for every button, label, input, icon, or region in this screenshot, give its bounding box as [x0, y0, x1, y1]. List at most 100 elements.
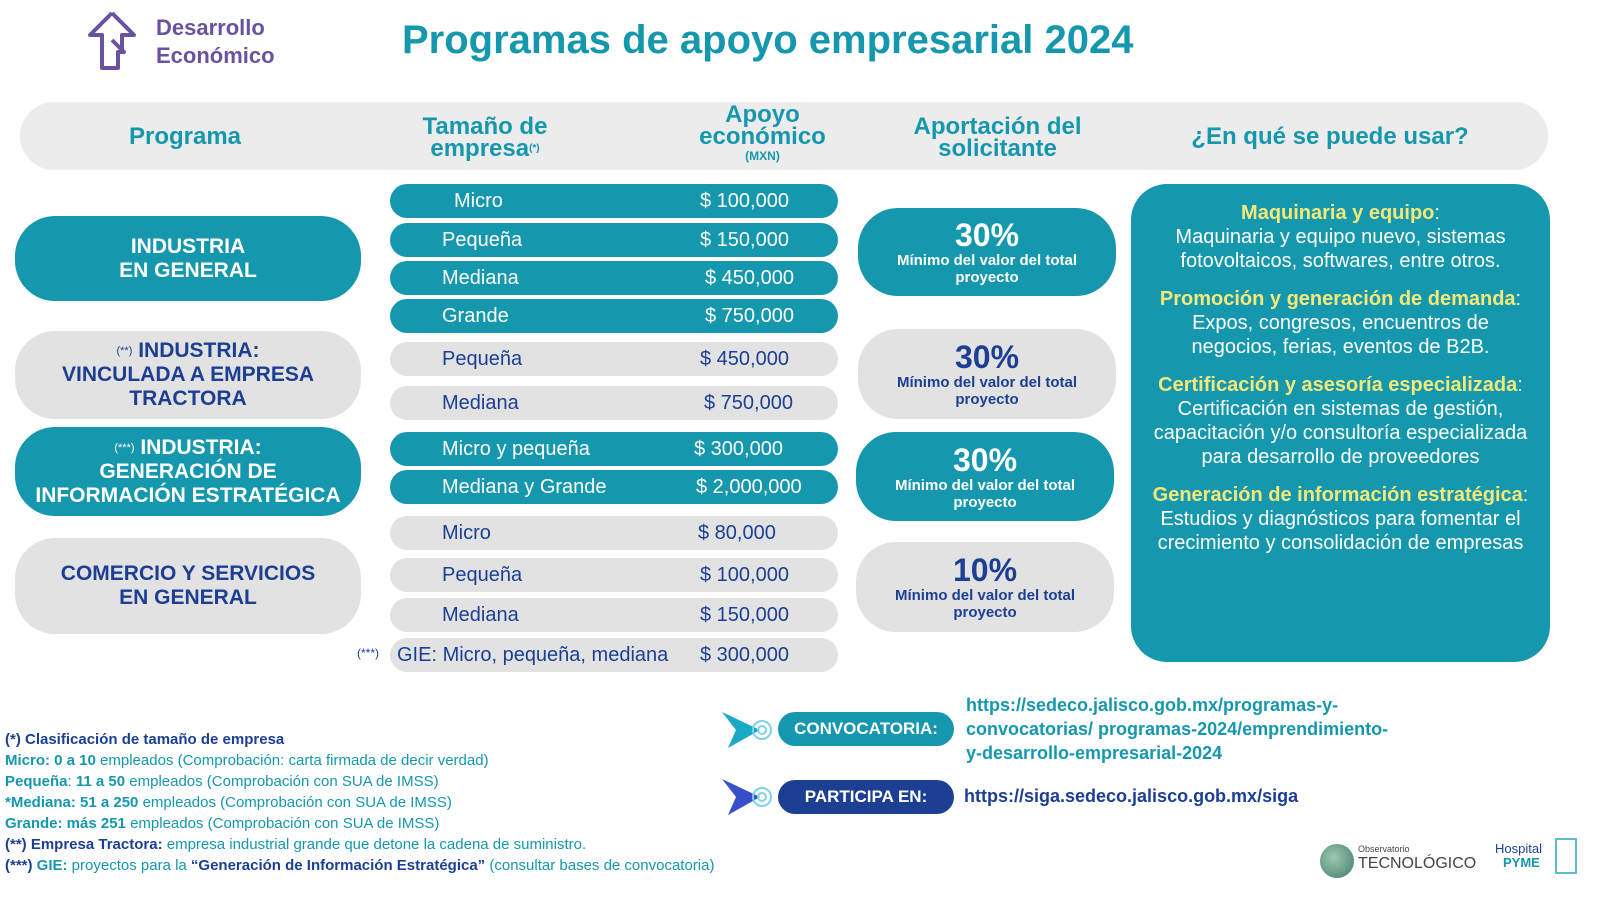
footnote-mediana: *Mediana: 51 a 250 — [5, 794, 139, 811]
building-icon — [1555, 838, 1577, 874]
contribution-percent: 30% — [952, 441, 1018, 478]
link-line[interactable]: y-desarrollo-empresarial-2024 — [966, 743, 1223, 763]
link-line[interactable]: convocatorias/ programas-2024/emprendimi… — [966, 719, 1389, 739]
contribution-text: Mínimo del valor del total — [894, 587, 1076, 604]
program-industria-general: INDUSTRIA EN GENERAL — [15, 216, 361, 301]
row-size: Micro — [442, 522, 491, 544]
footnotes: (*) Clasificación de tamaño de empresa M… — [5, 729, 714, 876]
contribution-pill: 30% Mínimo del valor del total proyecto — [856, 432, 1114, 521]
program-line: GENERACIÓN DE — [99, 459, 277, 483]
support-row: Pequeña $ 450,000 — [390, 342, 838, 376]
row-size: Micro y pequeña — [442, 438, 590, 460]
contribution-text: Mínimo del valor del total — [894, 476, 1076, 494]
row-size: GIE: Micro, pequeña, mediana — [397, 644, 669, 666]
row-size: Mediana y Grande — [442, 476, 607, 498]
logo-line1: Desarrollo — [156, 15, 265, 40]
support-row: Mediana y Grande $ 2,000,000 — [390, 470, 838, 504]
use-title: Generación de información estratégica — [1152, 484, 1523, 506]
support-row: Mediana $ 150,000 — [390, 598, 838, 632]
support-row: Micro $ 80,000 — [390, 516, 838, 550]
footnote-tractora: (**) Empresa Tractora: — [5, 836, 163, 853]
use-text: Maquinaria y equipo nuevo, sistemas foto… — [1175, 226, 1506, 272]
program-note: (***) — [114, 441, 135, 454]
row-size: Grande — [442, 305, 509, 327]
support-row: GIE: Micro, pequeña, mediana $ 300,000 — [390, 638, 838, 672]
contribution-percent: 10% — [952, 552, 1018, 588]
row-size: Mediana — [442, 267, 519, 289]
footnote-text: empresa industrial grande que detone la … — [162, 836, 587, 853]
contribution-percent: 30% — [954, 339, 1020, 375]
footnote-gie-quote: “Generación de Información Estratégica” — [190, 857, 486, 874]
participa-label: PARTICIPA EN: — [778, 780, 954, 814]
logo-line2: Económico — [156, 43, 275, 68]
row-amount: $ 750,000 — [704, 392, 793, 414]
support-row: Pequeña $ 150,000 — [390, 223, 838, 257]
row-amount: $ 100,000 — [700, 564, 789, 586]
row-amount: $ 80,000 — [698, 522, 776, 544]
row-size: Pequeña — [442, 564, 523, 586]
row-note: (***) — [357, 646, 380, 660]
header-apoyo-l1: Apoyo — [725, 101, 800, 128]
contribution-percent: 30% — [954, 217, 1020, 253]
footnote-text: empleados (Comprobación: carta firmada d… — [95, 752, 489, 769]
header-tamano: Tamaño de empresa(*) — [390, 113, 580, 162]
contribution-pill: 10% Mínimo del valor del total proyecto — [856, 542, 1114, 632]
observatorio-logo: Observatorio TECNOLÓGICO — [1320, 842, 1485, 882]
contribution-text: proyecto — [955, 269, 1019, 286]
row-amount: $ 450,000 — [700, 348, 789, 370]
use-item: Generación de información estratégica: Es… — [1131, 483, 1550, 555]
header-uso: ¿En qué se puede usar? — [1191, 123, 1469, 150]
row-size: Mediana — [442, 392, 519, 414]
footnote-micro: Micro: 0 a 10 — [5, 752, 96, 769]
use-item: Maquinaria y equipo: Maquinaria y equipo … — [1131, 201, 1550, 273]
program-line: INDUSTRIA: — [140, 435, 262, 459]
row-amount: $ 150,000 — [700, 604, 789, 626]
header-programa: Programa — [128, 123, 242, 150]
footnote-grande: Grande: más 251 — [5, 815, 126, 832]
footnote-gie: GIE: — [36, 857, 68, 874]
header-tamano-l1: Tamaño de — [422, 113, 548, 140]
contribution-pill: 30% Mínimo del valor del total proyecto — [858, 208, 1116, 296]
program-line: TRACTORA — [129, 387, 247, 410]
footnote-text: empleados (Comprobación con SUA de IMSS) — [138, 794, 452, 811]
link-line[interactable]: https://sedeco.jalisco.gob.mx/programas-… — [966, 695, 1339, 715]
observatorio-text: Observatorio TECNOLÓGICO — [1358, 844, 1477, 872]
use-text: Estudios y diagnósticos para fomentar el… — [1157, 508, 1524, 554]
program-line: VINCULADA A EMPRESA — [61, 363, 314, 386]
use-title: Promoción y generación de demanda — [1159, 288, 1516, 310]
footnote-text: empleados (Comprobación con SUA de IMSS) — [125, 773, 439, 790]
row-amount: $ 100,000 — [700, 190, 789, 212]
arrow-target-icon — [722, 712, 772, 748]
use-title: Certificación y asesoría especializada — [1158, 374, 1518, 396]
participa-link[interactable]: https://siga.sedeco.jalisco.gob.mx/siga — [964, 786, 1299, 806]
program-line: INDUSTRIA: — [138, 339, 260, 362]
support-row: Pequeña $ 100,000 — [390, 558, 838, 592]
header-tamano-note: (*) — [529, 143, 540, 154]
convocatoria-link[interactable]: https://sedeco.jalisco.gob.mx/programas-… — [966, 693, 1388, 765]
row-amount: $ 2,000,000 — [696, 476, 802, 498]
program-comercio-servicios: COMERCIO Y SERVICIOS EN GENERAL — [15, 538, 361, 634]
program-line: INDUSTRIA — [130, 234, 246, 258]
header-apoyo-unit: (MXN) — [745, 149, 780, 163]
program-industria-tractora: (**) INDUSTRIA: VINCULADA A EMPRESA TRAC… — [15, 331, 361, 419]
row-size: Micro — [454, 190, 503, 212]
footnote-pequena-range: 11 a 50 — [75, 773, 126, 790]
footnote-text: (consultar bases de convocatoria) — [485, 857, 715, 874]
contribution-pill: 30% Mínimo del valor del total proyecto — [858, 329, 1116, 419]
row-size: Pequeña — [442, 348, 523, 370]
use-text: Expos, congresos, encuentros de negocios… — [1191, 312, 1490, 358]
program-note: (**) — [116, 345, 133, 357]
arrow-target-icon — [722, 779, 772, 815]
row-amount: $ 300,000 — [700, 644, 789, 666]
logo: Desarrollo Económico — [86, 10, 296, 74]
row-size: Mediana — [442, 604, 519, 626]
footnote-text: proyectos para la — [67, 857, 191, 874]
program-line: EN GENERAL — [119, 586, 257, 609]
header-aport-l1: Aportación del — [913, 113, 1082, 140]
arrow-up-logo-icon — [88, 11, 136, 70]
uses-panel: Maquinaria y equipo: Maquinaria y equipo … — [1131, 184, 1550, 662]
footnote-text: : — [67, 773, 76, 790]
contribution-text: proyecto — [955, 391, 1019, 408]
header-tamano-l2: empresa — [430, 135, 530, 162]
row-amount: $ 450,000 — [705, 267, 794, 289]
